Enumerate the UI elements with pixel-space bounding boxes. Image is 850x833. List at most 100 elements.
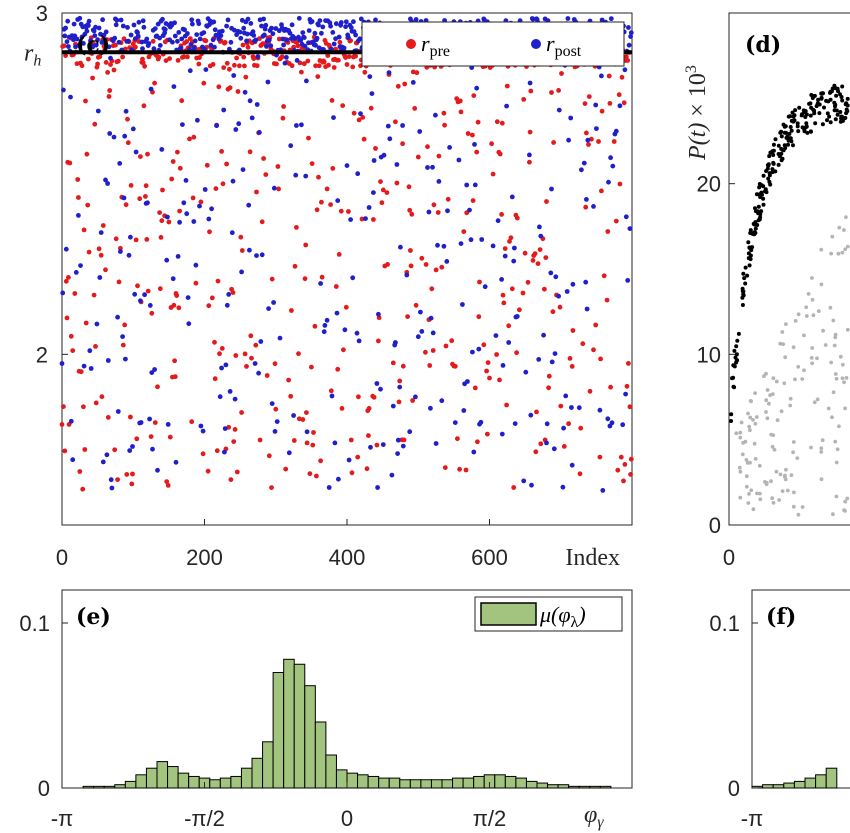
point-post [273,26,279,31]
point-post [314,35,320,41]
point-gray [834,460,839,465]
point-pre [596,139,601,144]
point-pre [201,80,207,86]
point-post [623,391,628,397]
point-post [185,31,190,36]
histogram-bar [325,754,337,789]
point-black [838,110,843,114]
point-pre [506,323,512,329]
point-post [289,22,295,28]
point-pre [122,322,128,328]
point-black [786,142,790,147]
point-post [395,451,400,456]
point-pre [213,186,219,192]
point-pre [93,344,98,349]
point-post [132,291,138,297]
point-post [86,23,91,28]
point-pre [175,58,181,63]
point-post [247,247,252,253]
point-post [187,68,193,74]
point-pre [397,378,403,384]
point-pre [319,199,324,205]
point-pre [140,60,146,66]
point-post [346,35,351,40]
point-pre [566,421,571,427]
point-gray [753,421,758,426]
point-black [828,120,833,125]
point-gray [829,360,833,365]
point-post [387,136,393,142]
point-post [195,117,200,123]
point-post [274,419,280,424]
point-black [843,115,848,120]
point-black [765,163,770,168]
point-gray [746,501,751,505]
point-pre [569,364,575,369]
point-pre [487,375,492,381]
point-pre [91,292,97,298]
point-post [617,103,623,109]
point-post [594,126,599,131]
point-gray [816,309,821,313]
point-gray [843,509,847,513]
point-post [261,16,266,22]
point-pre [245,44,251,50]
point-pre [310,442,316,448]
point-pre [497,377,502,383]
point-post [288,143,294,149]
point-gray [821,328,825,333]
point-pre [366,406,372,411]
point-post [194,32,200,37]
point-post [175,38,180,44]
point-pre [321,59,327,65]
histogram-bar [462,777,475,789]
point-post [476,346,482,352]
point-gray [752,441,757,446]
point-gray [793,319,798,323]
point-pre [127,414,133,420]
point-post [131,22,137,28]
point-pre [546,373,552,379]
point-post [269,401,275,406]
point-post [203,67,209,72]
point-gray [739,420,744,425]
point-pre [66,275,71,280]
point-pre [355,454,361,460]
point-pre [301,61,307,67]
point-post [354,330,360,336]
point-post [252,361,258,366]
histogram-bar [589,785,601,789]
point-post [170,276,176,282]
point-post [556,293,561,299]
point-post [549,186,554,192]
point-gray [833,372,838,376]
point-black [795,121,800,126]
point-post [336,34,342,40]
point-gray [753,391,757,395]
panel-f-letter: (f) [766,604,796,630]
point-pre [613,218,619,224]
point-post [495,218,501,224]
point-gray [815,356,819,361]
point-black [756,204,761,209]
point-post [95,37,100,43]
point-post [206,216,212,222]
point-post [400,123,405,128]
histogram-bar [515,777,527,789]
point-pre [374,442,380,448]
point-post [88,366,94,371]
point-post [291,413,296,418]
point-post [584,197,589,202]
point-black [833,102,838,107]
point-pre [309,364,314,370]
point-pre [82,447,88,452]
point-pre [78,369,84,375]
point-post [210,37,216,43]
point-pre [207,229,212,235]
point-post [193,262,199,268]
point-post [97,275,103,280]
point-pre [537,247,543,253]
point-pre [269,276,275,282]
point-pre [457,98,463,104]
point-post [182,27,188,33]
